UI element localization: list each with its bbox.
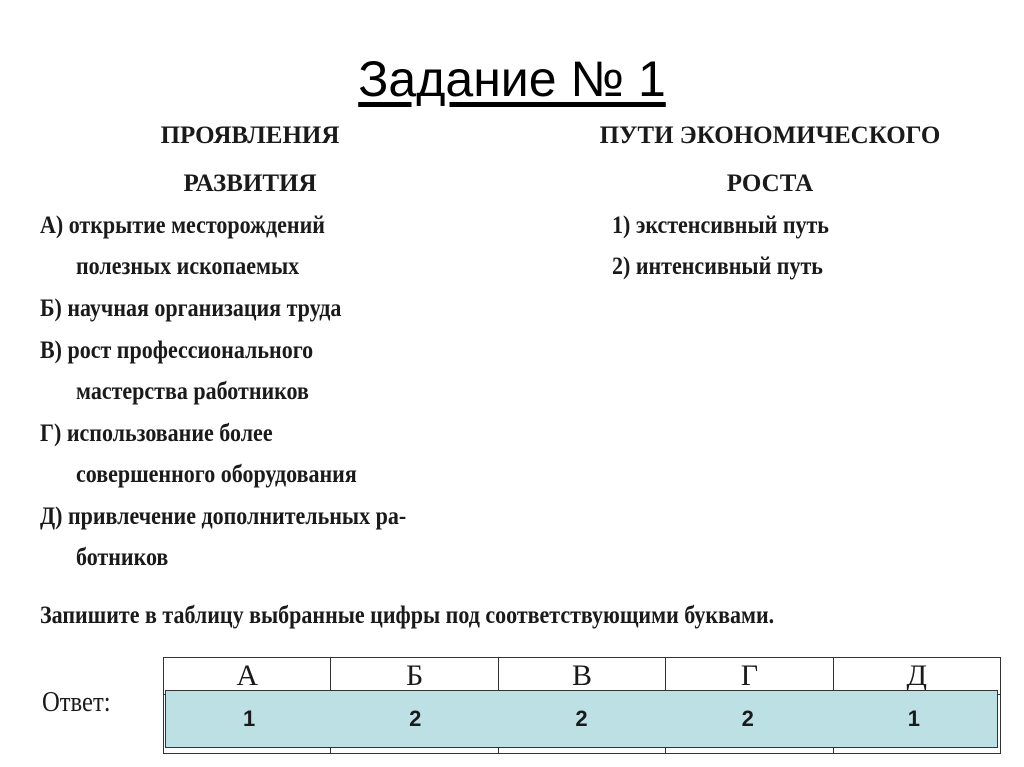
- left-header-1: ПРОЯВЛЕНИЯ: [160, 122, 340, 149]
- left-header-2: РАЗВИТИЯ: [183, 170, 317, 197]
- item-d: Д) привлечение дополнительных ра-: [40, 503, 407, 530]
- answer-d: 1: [907, 706, 921, 731]
- letter-v: В: [497, 657, 667, 695]
- item-v-cont: мастерства работников: [76, 378, 309, 405]
- item-b: Б) научная организация труда: [40, 295, 342, 322]
- item-g: Г) использование более: [40, 420, 273, 447]
- answer-b: 2: [409, 706, 422, 731]
- letter-d: Д: [832, 657, 1002, 695]
- answer-g: 2: [741, 706, 754, 731]
- answer-label: Ответ:: [42, 687, 111, 718]
- slide-title: Задание № 1: [358, 51, 666, 107]
- answer-a: 1: [242, 706, 256, 731]
- item-d-cont: ботников: [76, 544, 169, 571]
- right-header-2: РОСТА: [726, 170, 814, 197]
- letter-a: А: [162, 657, 332, 695]
- answer-overlay: 1 2 2 2 1: [165, 690, 998, 748]
- letter-g: Г: [665, 657, 834, 695]
- item-g-cont: совершенного оборудования: [76, 461, 357, 488]
- item-a-cont: полезных ископаемых: [76, 253, 300, 280]
- option-2: 2) интенсивный путь: [612, 253, 823, 280]
- item-a: А) открытие месторождений: [40, 212, 325, 239]
- instruction: Запишите в таблицу выбранные цифры под с…: [40, 602, 775, 629]
- right-header-1: ПУТИ ЭКОНОМИЧЕСКОГО: [599, 122, 941, 149]
- letter-b: Б: [330, 657, 499, 695]
- item-v: В) рост профессионального: [40, 337, 314, 364]
- option-1: 1) экстенсивный путь: [612, 212, 829, 239]
- answer-v: 2: [575, 706, 588, 731]
